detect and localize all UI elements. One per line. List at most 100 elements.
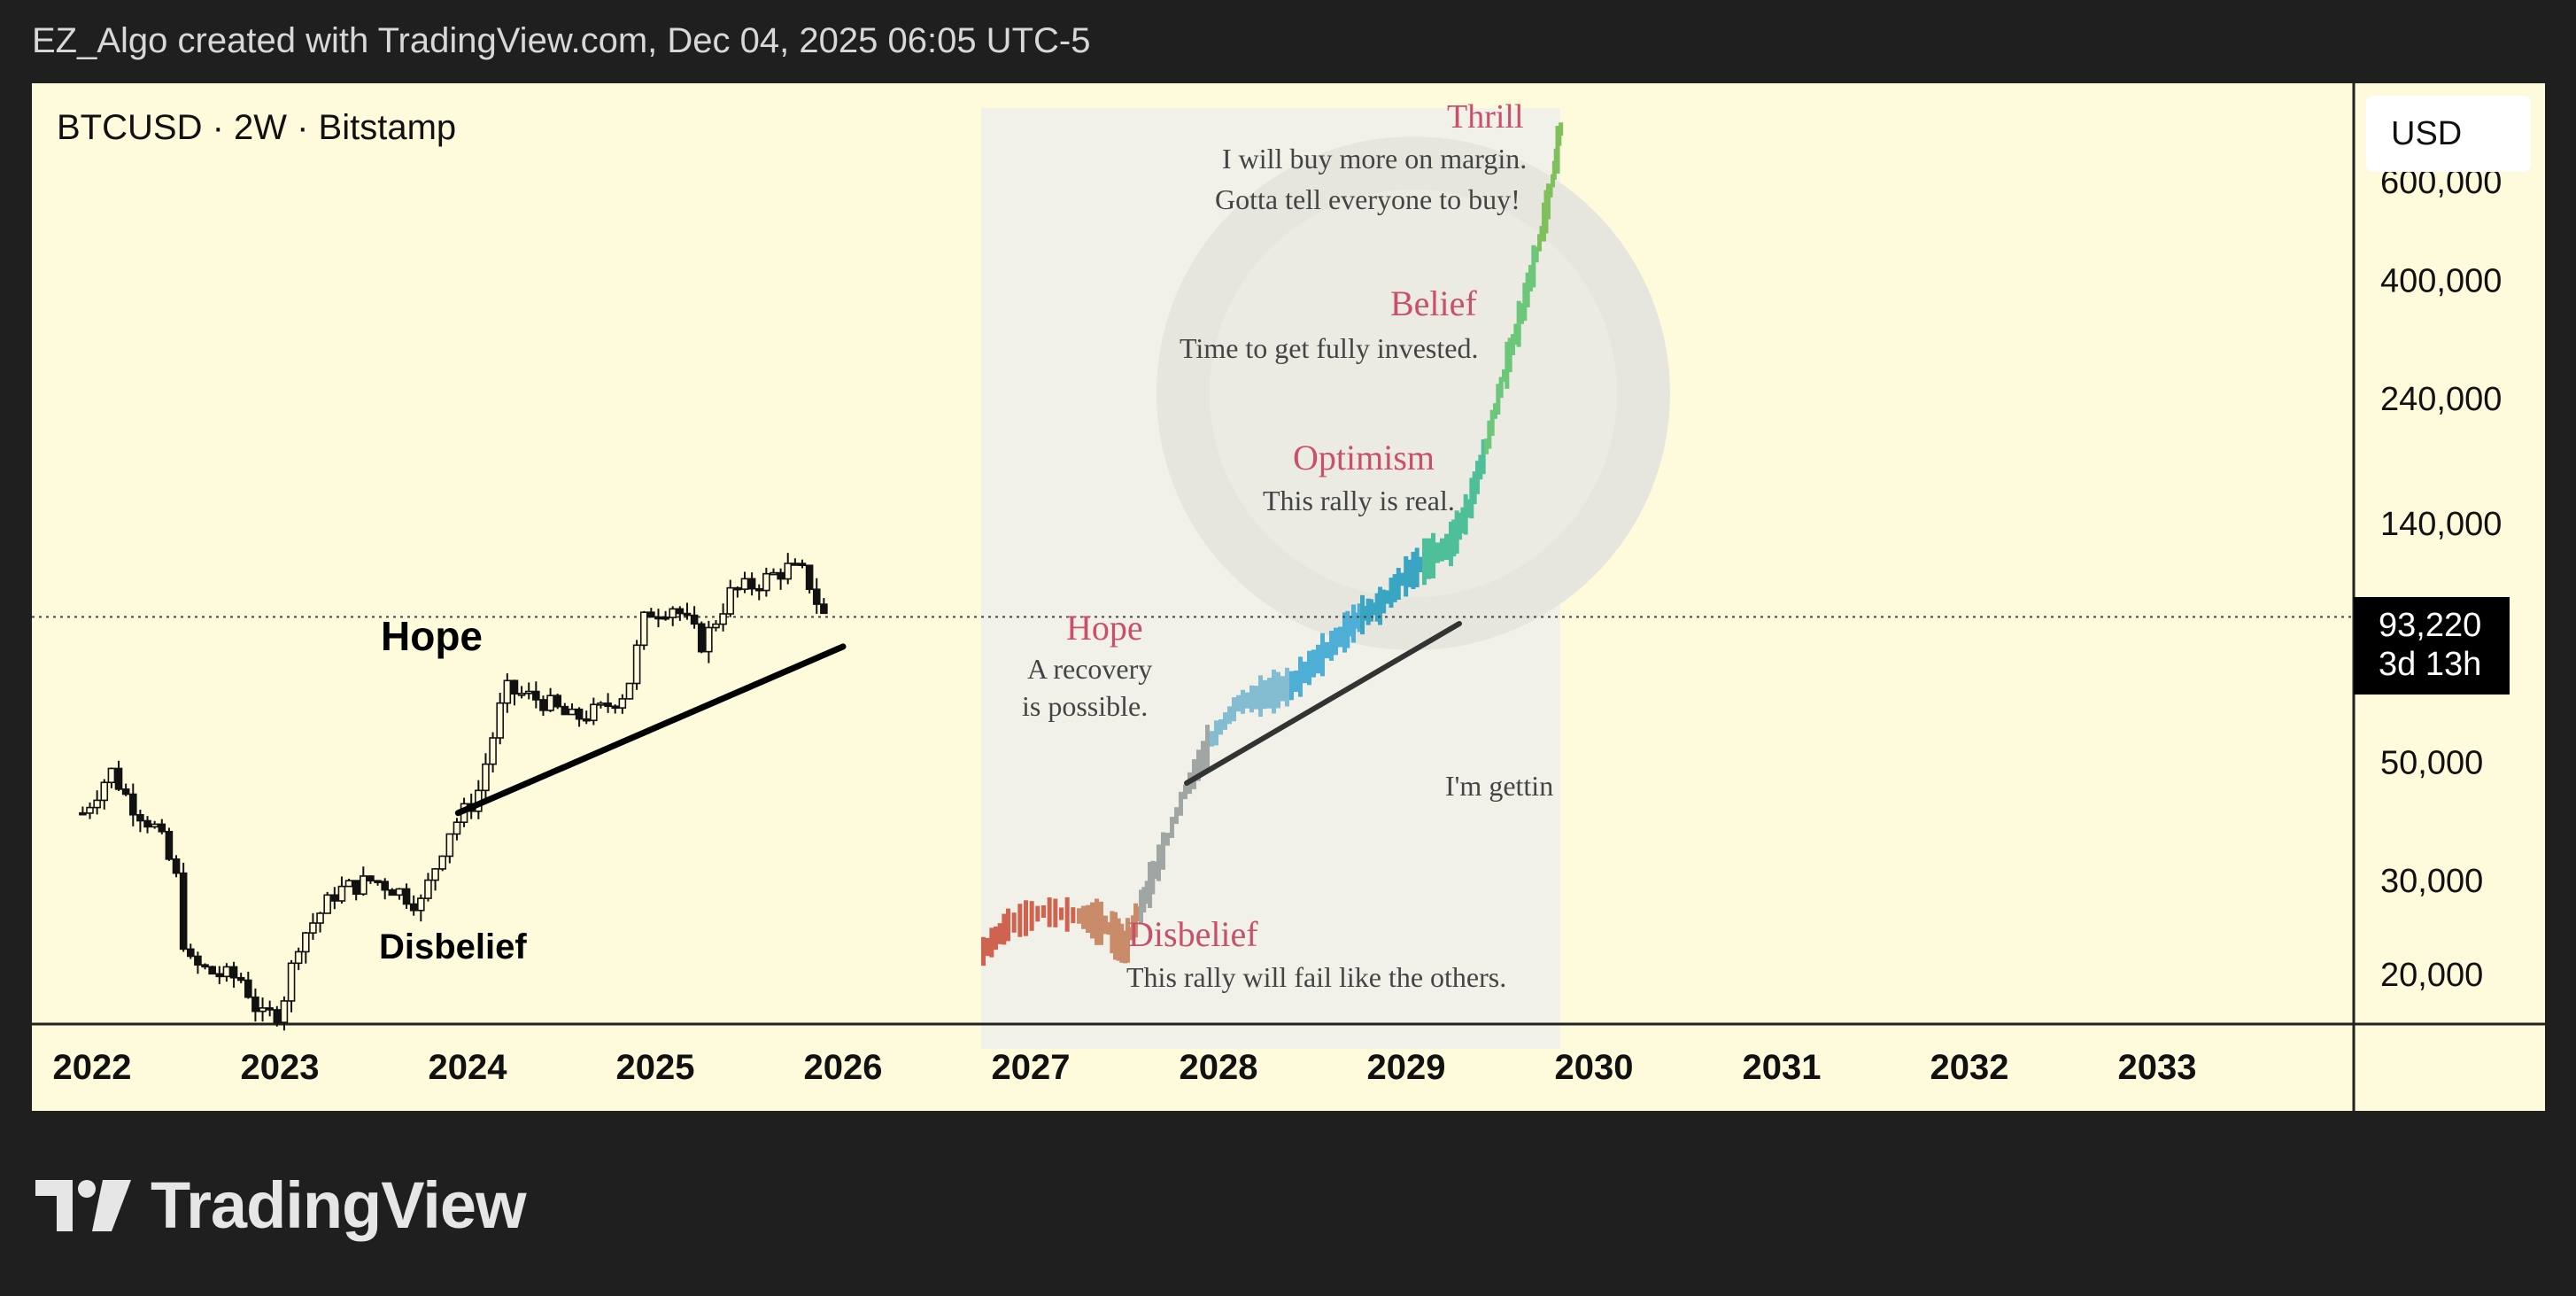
candle-body [186,948,195,958]
inset-optimism-text: This rally is real. [1263,485,1455,516]
candle-body [747,578,756,590]
candle-body [309,922,317,934]
candle-body [553,695,562,708]
inset-disbelief-text: This rally will fail like the others. [1126,961,1506,993]
inset-candle [1431,532,1435,578]
inset-candle [1192,759,1196,789]
x-tick-label: 2022 [53,1048,132,1087]
inset-candle [1369,599,1373,622]
candle-body [561,705,569,716]
candle-body [337,885,346,902]
time-axis[interactable]: 2022 2023 2024 2025 2026 2027 2028 2029 2030 2031… [53,1048,2197,1087]
candle-body [632,644,641,685]
inset-hope-title: Hope [1066,608,1143,648]
inset-optimism-title: Optimism [1293,438,1435,477]
candle-body [438,855,446,870]
inset-candle [1472,471,1477,505]
candle-body [93,799,101,809]
price-axis[interactable]: 600,000400,000240,000140,00050,00030,000… [2380,164,2502,994]
inset-candle [1338,626,1342,648]
price-chart[interactable]: 600,000400,000240,000140,00050,00030,000… [32,83,2545,1111]
inset-candle [1404,555,1409,597]
x-tick-label: 2030 [1555,1048,1634,1087]
inset-candle [1451,519,1457,557]
inset-candle [1507,338,1512,373]
inset-candle [1493,403,1497,419]
inset-candle [1196,749,1201,781]
inset-candle [1095,898,1099,945]
inset-candle [1400,572,1404,586]
candle-body [344,880,353,888]
candle-body [647,611,655,618]
symbol-info[interactable]: BTCUSD · 2W · Bitstamp [57,108,457,147]
candle-body [597,702,605,706]
candle-body [330,894,339,902]
last-price-tag[interactable]: 93,220 3d 13h [2354,597,2510,695]
inset-candle [1414,547,1420,587]
candle-body [777,571,785,580]
bar-countdown: 3d 13h [2379,646,2481,683]
candle-body [489,737,497,765]
inset-candle [1342,612,1347,653]
inset-candle [1522,283,1528,322]
candle-body [604,702,612,708]
tradingview-logo[interactable]: TradingView [35,1168,527,1243]
inset-candle [1548,184,1553,198]
inset-candle [1153,861,1158,880]
inset-thrill-line2: Gotta tell everyone to buy! [1215,183,1520,215]
inset-candle [1303,661,1307,684]
inset-candle [1156,844,1161,881]
candle-body [661,616,669,620]
candle-body [294,951,303,965]
inset-candle [1320,632,1325,677]
inset-candle [1241,689,1245,714]
candle-body [654,616,662,620]
inset-hope-line1: A recovery [1027,653,1152,685]
inset-candle [1161,832,1165,870]
candle-body [402,888,411,905]
inset-candle [1017,904,1023,937]
candle-body [395,888,404,896]
candle-body [669,608,677,618]
currency-selector[interactable]: USD [2366,96,2531,172]
candle-body [754,587,763,592]
x-tick-label: 2029 [1367,1048,1446,1087]
inset-candle [1489,409,1495,436]
inset-candle [1363,605,1368,621]
inset-candle [1227,706,1232,725]
inset-candle [1559,122,1564,136]
inset-getting-text: I'm gettin [1445,770,1553,802]
candle-body [86,806,94,814]
candle-body [618,698,627,709]
inset-candle [1511,334,1515,355]
inset-candle [1214,720,1218,746]
candle-body [273,1009,282,1023]
candle-body [805,564,814,591]
inset-candle [1139,889,1143,925]
candle-body [424,879,432,899]
inset-candle [1148,862,1152,908]
inset-candle [1469,477,1474,519]
trendline[interactable] [454,643,847,817]
inset-candle [1218,719,1223,735]
inset-candle [1267,678,1272,709]
inset-candle [1110,911,1115,954]
inset-candle [1449,521,1453,567]
candle-body [302,932,310,953]
candle-body [539,699,547,711]
chart-area[interactable]: 600,000 400,000 240,000 140,000 50,000 30,000… [32,83,2545,1111]
inset-candle [1133,903,1138,938]
inset-candle [1103,915,1108,935]
inset-candle [1205,725,1210,771]
candle-body [251,996,259,1013]
inset-candle [1422,538,1427,586]
candle-body [762,572,770,592]
candle-body [208,966,216,975]
inset-candle [989,927,994,958]
inset-candle [1136,906,1141,921]
inset-candle [1024,900,1028,936]
inset-candle [1498,376,1504,399]
inset-candle [1245,692,1249,709]
candle-body [453,821,461,835]
inset-candle [1029,901,1034,931]
